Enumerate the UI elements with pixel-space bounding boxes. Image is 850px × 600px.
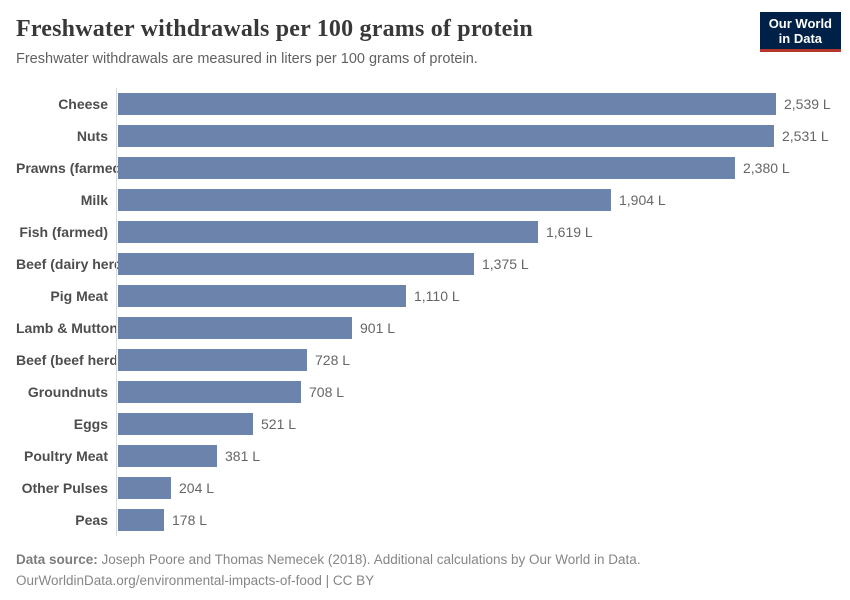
bar <box>118 189 611 211</box>
data-source-text: Joseph Poore and Thomas Nemecek (2018). … <box>97 552 641 567</box>
value-label: 178 L <box>172 512 208 528</box>
bar-track: 1,619 L <box>116 216 834 248</box>
bar-row: Prawns (farmed) 2,380 L <box>16 152 834 184</box>
bar-track: 1,904 L <box>116 184 834 216</box>
bar-track: 178 L <box>116 504 834 536</box>
owid-logo-line2: in Data <box>778 31 823 46</box>
category-label: Milk <box>80 192 108 208</box>
owid-logo: Our World in Data <box>759 12 841 52</box>
license-line: OurWorldinData.org/environmental-impacts… <box>16 573 375 588</box>
bar-row: Milk 1,904 L <box>16 184 834 216</box>
value-label: 2,539 L <box>784 96 831 112</box>
bar-track: 1,110 L <box>116 280 834 312</box>
bar-track: 2,539 L <box>116 88 834 120</box>
category-label: Prawns (farmed) <box>16 160 126 176</box>
page-title: Freshwater withdrawals per 100 grams of … <box>16 16 533 42</box>
bar <box>118 253 474 275</box>
bar <box>118 381 301 403</box>
bar-row: Peas 178 L <box>16 504 834 536</box>
bar <box>118 317 352 339</box>
bar-track: 521 L <box>116 408 834 440</box>
category-label: Eggs <box>73 416 108 432</box>
value-label: 1,904 L <box>619 192 666 208</box>
bar-row: Pig Meat 1,110 L <box>16 280 834 312</box>
bar-row: Fish (farmed) 1,619 L <box>16 216 834 248</box>
value-label: 1,110 L <box>414 288 460 304</box>
bar-row: Nuts 2,531 L <box>16 120 834 152</box>
bar <box>118 477 171 499</box>
category-label: Beef (dairy herd) <box>16 256 128 272</box>
chart-rows: Cheese 2,539 L Nuts 2,531 L Prawns (farmed) 2… <box>16 88 834 536</box>
bar-row: Beef (beef herd) 728 L <box>16 344 834 376</box>
owid-logo-line1: Our World <box>768 16 832 31</box>
category-label: Cheese <box>58 96 108 112</box>
category-label: Peas <box>75 512 108 528</box>
value-label: 204 L <box>179 480 215 496</box>
bar-track: 381 L <box>116 440 834 472</box>
bar <box>118 413 253 435</box>
value-label: 728 L <box>315 352 351 368</box>
bar <box>118 445 217 467</box>
category-label: Poultry Meat <box>23 448 108 464</box>
bar-row: Cheese 2,539 L <box>16 88 834 120</box>
bar-track: 1,375 L <box>116 248 834 280</box>
bar-row: Poultry Meat 381 L <box>16 440 834 472</box>
y-axis-line <box>116 88 117 536</box>
bar-track: 204 L <box>116 472 834 504</box>
value-label: 381 L <box>225 448 261 464</box>
bar-row: Lamb & Mutton 901 L <box>16 312 834 344</box>
bar-track: 728 L <box>116 344 834 376</box>
bar-row: Eggs 521 L <box>16 408 834 440</box>
category-label: Groundnuts <box>27 384 108 400</box>
bar-track: 708 L <box>116 376 834 408</box>
value-label: 2,531 L <box>782 128 829 144</box>
category-label: Nuts <box>76 128 108 144</box>
bar <box>118 125 774 147</box>
bar-row: Other Pulses 204 L <box>16 472 834 504</box>
bar-track: 901 L <box>116 312 834 344</box>
bar-row: Beef (dairy herd) 1,375 L <box>16 248 834 280</box>
bar-track: 2,380 L <box>116 152 834 184</box>
value-label: 2,380 L <box>743 160 790 176</box>
bar-chart: Cheese 2,539 L Nuts 2,531 L Prawns (farmed) 2… <box>16 88 834 536</box>
category-label: Lamb & Mutton <box>16 320 118 336</box>
bar <box>118 93 776 115</box>
bar <box>118 157 735 179</box>
value-label: 1,375 L <box>482 256 529 272</box>
chart-footer: Data source: Joseph Poore and Thomas Nem… <box>16 549 834 591</box>
bar <box>118 221 538 243</box>
bar <box>118 509 164 531</box>
bar <box>118 349 307 371</box>
value-label: 1,619 L <box>546 224 593 240</box>
chart-subtitle: Freshwater withdrawals are measured in l… <box>16 51 478 67</box>
bar-row: Groundnuts 708 L <box>16 376 834 408</box>
data-source-line: Data source: Joseph Poore and Thomas Nem… <box>16 549 834 570</box>
value-label: 708 L <box>309 384 345 400</box>
bar <box>118 285 406 307</box>
value-label: 521 L <box>261 416 297 432</box>
data-source-label: Data source: <box>16 552 98 567</box>
category-label: Fish (farmed) <box>19 224 108 240</box>
bar-track: 2,531 L <box>116 120 834 152</box>
value-label: 901 L <box>360 320 396 336</box>
category-label: Other Pulses <box>21 480 108 496</box>
category-label: Beef (beef herd) <box>16 352 123 368</box>
category-label: Pig Meat <box>50 288 108 304</box>
